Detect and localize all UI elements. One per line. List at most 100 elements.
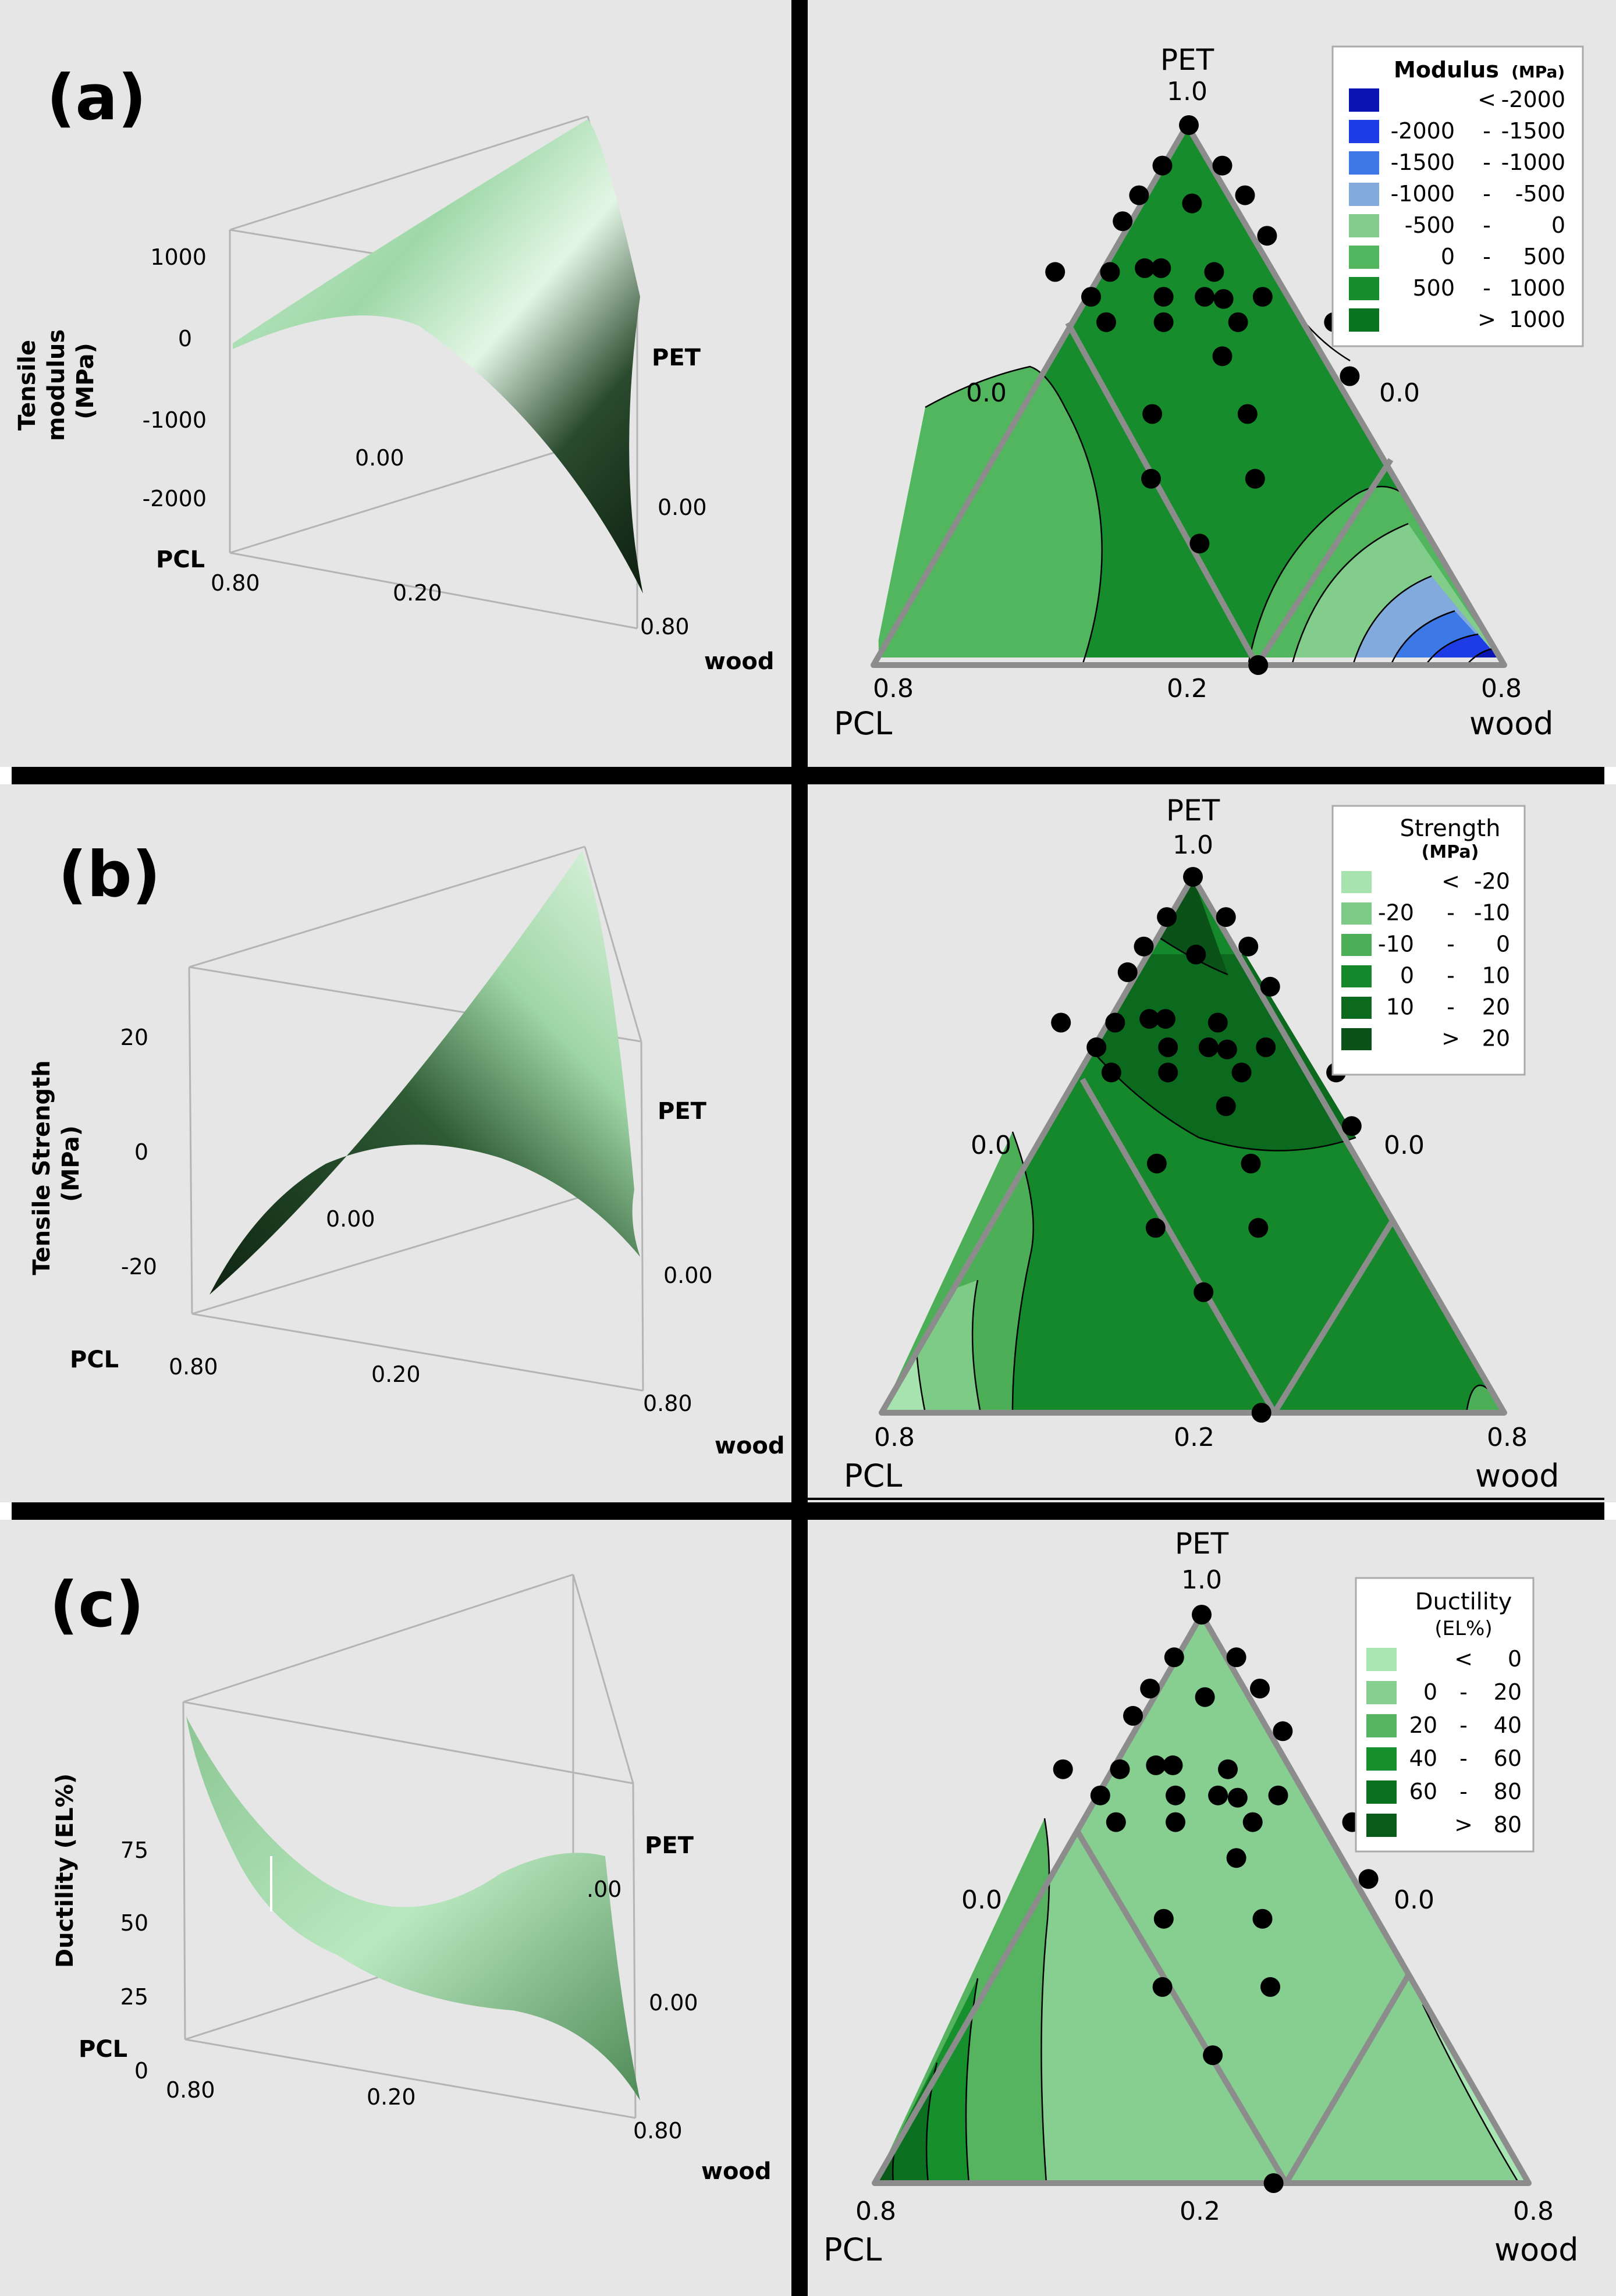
pet-axis-label: PET: [652, 344, 701, 371]
design-point: [1134, 936, 1154, 957]
z-axis: 75 50 25 0: [120, 1837, 148, 2084]
legend: Modulus (MPa) < -2000-2000- -1500-1500- -10…: [1331, 45, 1584, 347]
wood-axis-label: wood: [715, 1433, 785, 1459]
design-point: [1251, 1403, 1272, 1423]
design-point: [1216, 907, 1236, 927]
design-point: [1179, 115, 1199, 135]
design-point: [1152, 155, 1173, 176]
z-tick: 0: [134, 1139, 148, 1165]
legend-range-sep: -: [1447, 931, 1455, 957]
region-0-500-left: [873, 367, 1102, 657]
legend-range-sep: -: [1447, 900, 1455, 925]
legend-swatch: [1366, 1648, 1397, 1671]
tick-mid: 0.20: [371, 1362, 421, 1387]
legend-range-high: 1000: [1509, 275, 1565, 301]
legend-range-high: 1000: [1509, 307, 1565, 332]
tick-bottom-right: 0.8: [1487, 1423, 1528, 1452]
design-point: [1113, 211, 1133, 232]
legend-range-high: 0: [1496, 931, 1510, 957]
tick-pet-near: 0.00: [649, 1990, 698, 2016]
tick-right-side: 0.0: [1394, 1885, 1434, 1915]
design-point: [1189, 534, 1210, 554]
legend-range-high: 20: [1494, 1679, 1522, 1705]
z-axis: 20 0 -20: [120, 1025, 157, 1279]
wood-axis-label: wood: [701, 2158, 772, 2185]
legend-range-high: 60: [1494, 1746, 1522, 1771]
design-point: [1110, 1759, 1130, 1779]
legend-range-high: 80: [1494, 1812, 1522, 1837]
design-point: [1268, 1785, 1288, 1805]
design-point: [1157, 907, 1177, 927]
divider-horizontal-2: [12, 1502, 1604, 1520]
design-point: [1256, 1037, 1276, 1057]
legend-range-high: 40: [1494, 1712, 1522, 1738]
design-point: [1151, 258, 1171, 278]
design-point: [1195, 1687, 1215, 1707]
legend-range-low: 20: [1409, 1712, 1437, 1738]
legend-unit: (MPa): [1422, 842, 1479, 862]
design-point: [1081, 287, 1101, 307]
design-point: [1166, 1812, 1185, 1832]
design-point: [1248, 1218, 1269, 1238]
design-point: [1216, 1096, 1236, 1117]
triangle-outline: [879, 874, 1507, 1416]
legend-swatch: [1349, 88, 1379, 112]
legend-swatch: [1366, 1681, 1397, 1704]
divider-vertical: [791, 0, 808, 2296]
legend-range-sep: -: [1483, 275, 1491, 301]
vertex-label-top: PET: [1160, 43, 1214, 77]
design-point: [1260, 1977, 1280, 1997]
legend-range-high: 0: [1508, 1646, 1522, 1672]
z-tick: 1000: [150, 244, 207, 270]
legend-swatch: [1349, 308, 1379, 332]
tick-pet-far: .00: [587, 1876, 621, 1902]
legend-range-low: -2000: [1391, 118, 1455, 144]
response-surface: [186, 1716, 640, 2100]
tick-top: 1.0: [1173, 830, 1213, 860]
design-point: [1226, 1848, 1246, 1868]
legend-range-sep: -: [1459, 1712, 1468, 1738]
legend-range-sep: -: [1459, 1746, 1468, 1771]
design-point: [1163, 1755, 1183, 1775]
design-point: [1101, 1062, 1121, 1083]
region-gt-20: [1158, 877, 1228, 975]
design-point: [1252, 1908, 1273, 1929]
legend-range-high: -10: [1474, 900, 1510, 925]
pet-axis-label: PET: [645, 1832, 694, 1859]
tick-pet-far: 0.00: [326, 1206, 375, 1232]
box-edges: [188, 845, 644, 1392]
z-tick: 25: [120, 1984, 148, 2010]
design-point: [1123, 1705, 1143, 1726]
vertex-label-right: wood: [1475, 1458, 1560, 1494]
legend-range-sep: >: [1478, 307, 1496, 332]
legend-swatch: [1366, 1814, 1397, 1837]
legend-range-high: 0: [1551, 212, 1565, 238]
legend-range-sep: -: [1483, 212, 1491, 238]
pcl-axis-label: PCL: [70, 1346, 119, 1373]
design-point: [1217, 1039, 1237, 1060]
tick-bottom-left: 0.8: [855, 2197, 896, 2226]
legend-swatch: [1349, 246, 1379, 269]
contour-lines: [915, 936, 1490, 1413]
design-point: [1340, 366, 1360, 386]
design-point: [1203, 2045, 1223, 2066]
z-tick: -20: [121, 1254, 157, 1279]
panel-label-c: (c): [49, 1569, 144, 1641]
legend-range-high: -1500: [1501, 118, 1565, 144]
design-point: [1273, 1721, 1293, 1741]
vertex-label-left: PCL: [834, 705, 892, 742]
legend-range-low: -10: [1378, 931, 1414, 957]
response-surface: [209, 851, 640, 1295]
tick-pcl: 0.80: [211, 570, 260, 596]
ternary-plot-ductility: PET 1.0 0.0 0.0 0.8 0.2 0.8 PCL wood Duc…: [823, 1527, 1579, 2268]
z-tick: 20: [120, 1025, 148, 1050]
vertex-label-right: wood: [1494, 2231, 1579, 2268]
design-point: [1208, 1785, 1228, 1805]
legend-range-sep: >: [1441, 1025, 1460, 1051]
pcl-axis-label: PCL: [156, 546, 205, 573]
design-point: [1129, 185, 1149, 205]
legend-range-sep: >: [1454, 1812, 1473, 1837]
tick-bottom-right: 0.8: [1513, 2197, 1554, 2226]
